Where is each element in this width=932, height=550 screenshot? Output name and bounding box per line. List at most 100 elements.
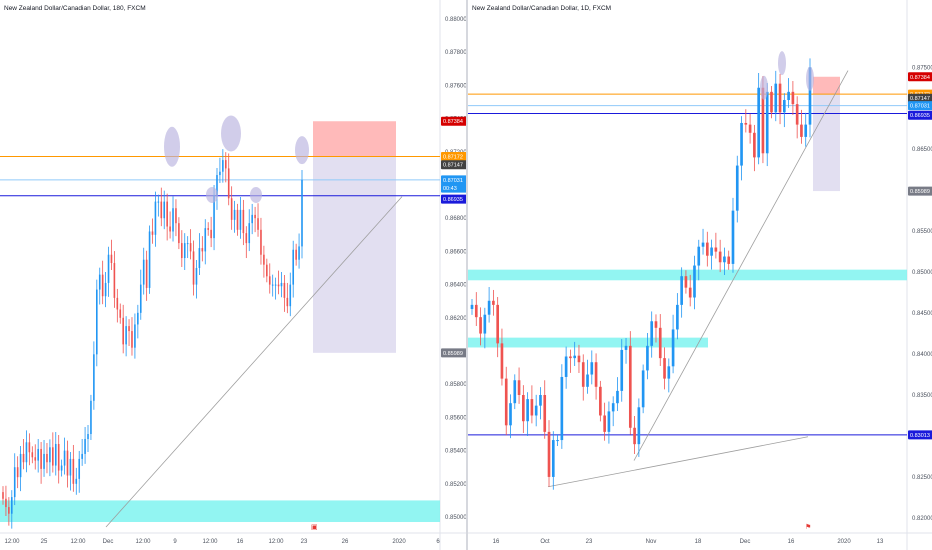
candle-body [517,380,521,395]
candle-body [667,366,671,379]
candle-body [90,400,92,435]
candle-body [66,450,69,476]
candle-body [283,282,286,298]
candle-body [765,91,769,154]
candle-body [119,309,122,318]
swing-highlight-circle [221,115,241,152]
chart-canvas-1d[interactable]: 0.875000.870000.865000.860000.855000.850… [468,0,932,550]
candle-body [101,274,104,297]
price-tag [441,160,466,170]
candle-body [740,122,743,166]
candle-body [40,448,42,469]
price-tick-label: 0.84500 [912,311,932,317]
price-tick-label: 0.86600 [445,249,466,255]
time-tick-label: 2020 [837,539,851,545]
price-tag-label: 0.87031 [910,104,930,110]
price-tag-label: 0.83013 [910,433,930,439]
candle-body [646,345,649,371]
chart-canvas-180[interactable]: 0.880000.878000.876000.874000.872000.870… [0,0,466,550]
candle-body [569,356,572,359]
trend-line [547,436,809,488]
price-tag [441,151,466,161]
candle-body [37,448,39,461]
candle-body [778,83,782,113]
candle-body [731,210,735,264]
candle-body [500,343,504,379]
price-tick-label: 0.87800 [445,50,466,56]
candle-body [718,251,722,263]
price-tag [441,175,466,185]
candle-body [210,229,212,239]
candle-body [213,194,215,239]
candle-body [254,214,256,219]
candle-body [705,242,709,256]
candle-body [761,87,765,154]
candle-body [611,403,615,412]
candle-body [227,168,230,199]
candle-body [487,300,491,315]
candle-body [139,284,142,313]
price-tag-label: 0.85989 [443,351,463,357]
candle-body [216,175,218,195]
candle-body [142,259,145,285]
price-tag-label: 0.87147 [443,163,463,169]
time-tick-label: 2020 [392,539,406,545]
candle-body [577,355,581,363]
price-tick-label: 0.86800 [445,216,466,222]
time-tick-label: 13 [877,539,884,545]
time-tick-label: Oct [540,539,550,545]
candle-body [78,458,81,479]
candle-body [81,453,83,459]
candle-body [470,304,474,309]
candle-body [560,376,564,441]
candle-body [573,355,577,359]
candle-body [16,467,19,478]
candle-body [289,284,292,307]
chart-pane-1d[interactable]: 0.875000.870000.865000.860000.855000.850… [468,0,932,550]
candle-body [586,374,589,387]
candle-body [504,378,508,426]
candle-body [277,284,280,287]
flag-icon: ⚑ [805,523,811,531]
candle-body [19,453,22,478]
candle-body [509,403,512,426]
candle-body [236,209,239,230]
chart-pane-180[interactable]: 0.880000.878000.876000.874000.872000.870… [0,0,466,550]
candle-body [169,226,171,232]
candle-body [748,124,752,133]
candle-body [804,124,808,137]
candle-body [684,276,688,288]
price-tick-label: 0.85600 [445,415,466,421]
candle-body [31,452,34,458]
candle-body [676,304,679,330]
pane-divider[interactable] [466,0,468,550]
candle-body [233,209,236,220]
candle-body [620,349,624,391]
candle-body [581,362,585,387]
price-tick-label: 0.87500 [912,65,932,71]
candle-body [266,264,268,277]
price-tick-label: 0.85200 [445,482,466,488]
time-tick-label: 16 [493,539,500,545]
price-tick-label: 0.85000 [445,515,466,521]
candle-body [134,324,136,348]
candle-body [84,438,86,454]
candle-body [624,345,628,350]
candle-body [274,284,277,286]
candle-body [301,180,303,247]
candle-body [547,431,551,477]
candle-body [72,458,75,484]
swing-highlight-circle [295,136,309,165]
candle-body [292,249,295,285]
price-tag-label: 0.87384 [443,119,463,125]
candle-body [10,497,13,514]
time-tick-label: 25 [41,539,48,545]
candle-body [128,326,130,332]
candle-body [131,331,133,348]
candle-body [148,231,151,288]
candle-body [192,251,195,285]
candle-body [257,218,259,230]
candle-body [207,228,210,230]
swing-highlight-circle [206,186,218,203]
candle-body [658,327,662,359]
